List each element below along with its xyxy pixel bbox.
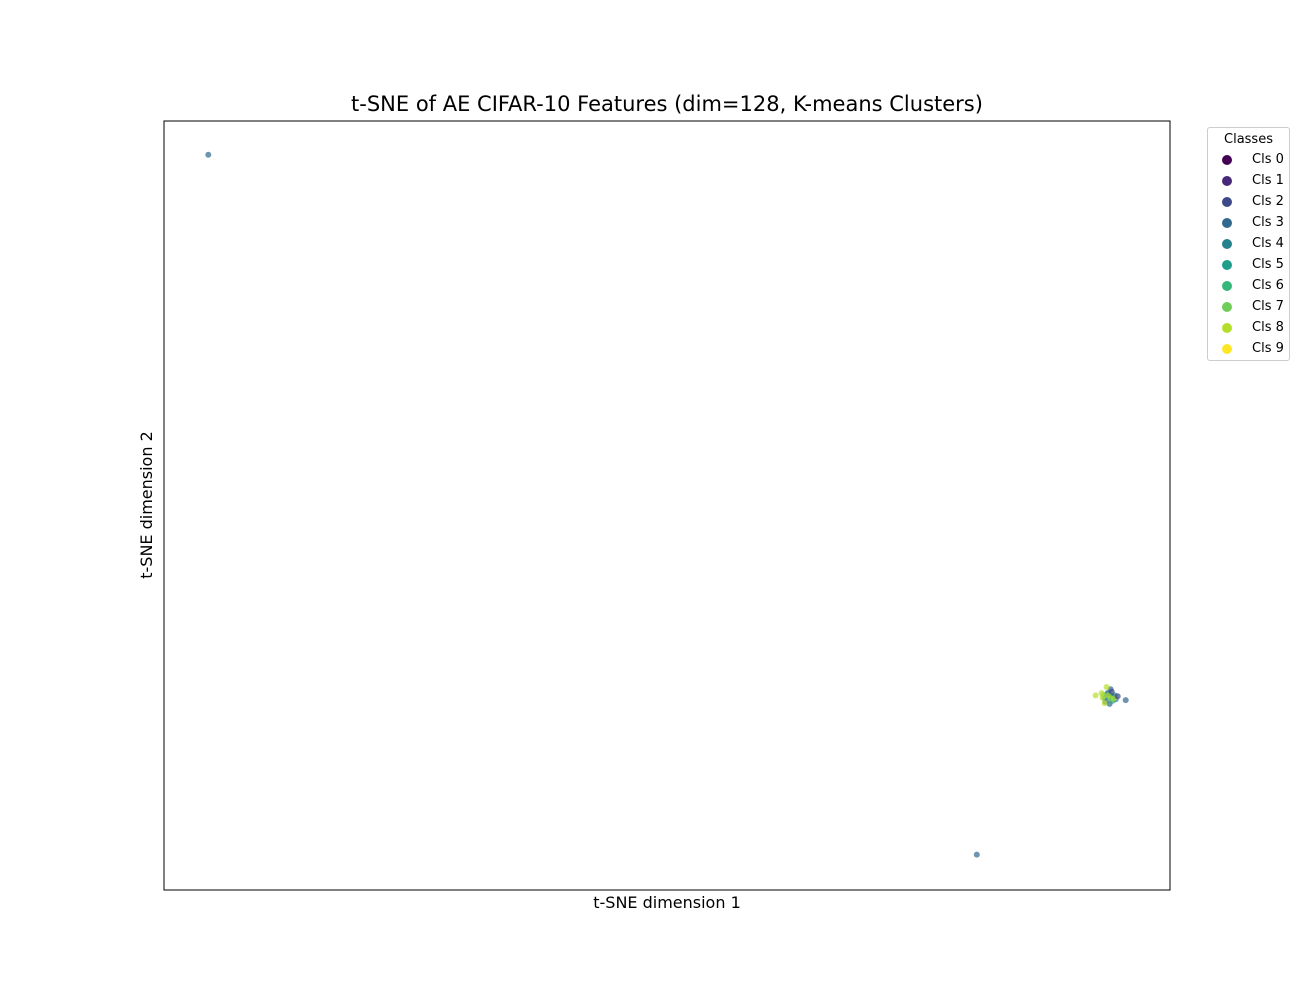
scatter-point-cls-3-0	[205, 151, 212, 158]
legend-label: Cls 0	[1252, 152, 1284, 167]
legend-label: Cls 9	[1252, 341, 1284, 356]
scatter-point-cls-8-2	[1103, 684, 1110, 690]
legend-marker	[1222, 260, 1232, 270]
legend-item-cls-1: Cls 1	[1222, 173, 1284, 189]
legend-item-cls-8: Cls 8	[1222, 320, 1284, 336]
legend-marker	[1222, 197, 1232, 207]
scatter-point-cls-2-0	[1114, 693, 1121, 700]
legend-label: Cls 2	[1252, 194, 1284, 209]
scatter-point-cls-3-5	[1122, 697, 1129, 704]
chart-title: t-SNE of AE CIFAR-10 Features (dim=128, …	[351, 92, 983, 116]
legend-marker	[1222, 218, 1232, 228]
legend: Classes Cls 0 Cls 1 Cls 2 Cls 3 Cls 4 Cls 5 Cl…	[1207, 127, 1290, 361]
legend-item-cls-3: Cls 3	[1222, 215, 1284, 231]
legend-label: Cls 4	[1252, 236, 1284, 251]
legend-title: Classes	[1224, 132, 1273, 147]
legend-marker	[1222, 176, 1232, 186]
scatter-point-cls-3-1	[973, 851, 980, 858]
legend-item-cls-6: Cls 6	[1222, 278, 1284, 294]
legend-item-cls-2: Cls 2	[1222, 194, 1284, 210]
x-axis-label: t-SNE dimension 1	[593, 893, 741, 912]
legend-item-cls-9: Cls 9	[1222, 341, 1284, 357]
legend-marker	[1222, 281, 1232, 291]
legend-label: Cls 7	[1252, 299, 1284, 314]
scatter-point-cls-8-0	[1092, 692, 1099, 699]
legend-item-cls-0: Cls 0	[1222, 152, 1284, 168]
legend-marker	[1222, 344, 1232, 354]
legend-item-cls-4: Cls 4	[1222, 236, 1284, 252]
plot-frame	[163, 120, 1171, 891]
legend-marker	[1222, 302, 1232, 312]
scatter-point-cls-8-3	[1101, 700, 1108, 707]
legend-item-cls-5: Cls 5	[1222, 257, 1284, 273]
legend-label: Cls 5	[1252, 257, 1284, 272]
scatter-point-cls-8-6	[1099, 694, 1106, 701]
scatter-point-cls-8-1	[1098, 690, 1105, 697]
legend-label: Cls 6	[1252, 278, 1284, 293]
points-layer	[205, 151, 1129, 858]
scatter-point-cls-2-1	[1108, 688, 1115, 695]
y-axis-label: t-SNE dimension 2	[137, 431, 156, 579]
legend-marker	[1222, 155, 1232, 165]
legend-marker	[1222, 323, 1232, 333]
legend-marker	[1222, 239, 1232, 249]
legend-label: Cls 3	[1252, 215, 1284, 230]
legend-item-cls-7: Cls 7	[1222, 299, 1284, 315]
legend-label: Cls 8	[1252, 320, 1284, 335]
legend-label: Cls 1	[1252, 173, 1284, 188]
